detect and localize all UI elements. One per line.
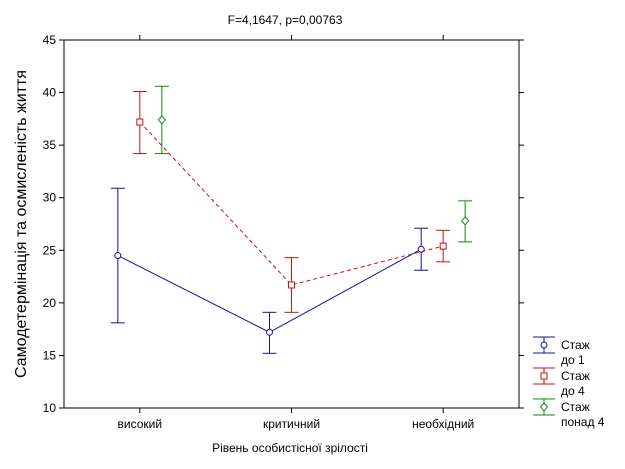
y-tick-label: 30 (43, 191, 57, 205)
legend-label-line1: Стаж (561, 338, 590, 352)
chart-title: F=4,1647, p=0,00763 (228, 13, 343, 27)
data-point (136, 118, 144, 126)
series-3 (154, 85, 473, 243)
legend-label-line2: до 4 (561, 384, 585, 398)
y-tick-label: 10 (43, 401, 57, 415)
y-tick-label: 20 (43, 296, 57, 310)
data-point (461, 216, 470, 226)
x-axis: високий критичний необхідний (118, 35, 474, 431)
x-tick-label: необхідний (412, 417, 474, 431)
data-point (439, 242, 447, 250)
legend-marker (540, 372, 548, 380)
x-tick-label: критичний (263, 417, 320, 431)
y-tick-label: 45 (43, 33, 57, 47)
y-tick-label: 40 (43, 86, 57, 100)
y-axis: 10 15 20 25 30 35 40 45 (43, 33, 524, 415)
data-point (417, 245, 425, 253)
data-point (157, 115, 166, 125)
data-point (288, 281, 295, 289)
y-tick-label: 25 (43, 243, 57, 257)
series-2 (132, 91, 451, 313)
legend-marker (540, 341, 548, 349)
legend-label-line2: понад 4 (561, 415, 605, 429)
legend-marker (539, 402, 549, 412)
series-1 (110, 187, 429, 354)
legend-label-line1: Стаж (561, 400, 590, 414)
x-tick-label: високий (118, 417, 163, 431)
data-point (114, 252, 122, 260)
y-tick-label: 35 (43, 138, 57, 152)
legend-label-line1: Стаж (561, 369, 590, 383)
data-point (266, 328, 273, 336)
legend-label-line2: до 1 (561, 353, 585, 367)
y-axis-label: Самодетермінація та осмисленість життя (13, 70, 30, 378)
plot-area (63, 39, 520, 409)
x-axis-label: Рівень особистісної зрілості (212, 441, 368, 455)
y-tick-label: 15 (43, 348, 57, 362)
plot-frame (63, 39, 520, 409)
